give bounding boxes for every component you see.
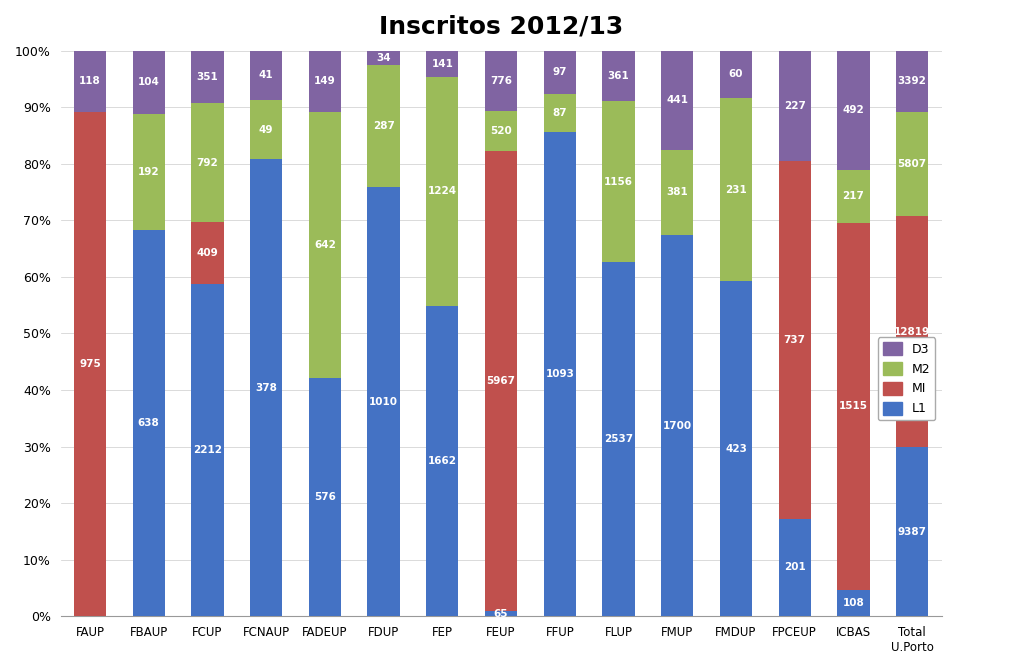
Bar [896, 112, 928, 216]
Bar [133, 230, 165, 616]
Bar [543, 132, 576, 616]
Text: 149: 149 [314, 76, 336, 86]
Text: 576: 576 [314, 492, 336, 502]
Bar [367, 65, 400, 187]
Bar [837, 590, 870, 616]
Text: 201: 201 [784, 563, 805, 573]
Text: 217: 217 [843, 191, 864, 201]
Bar [74, 112, 106, 616]
Text: 104: 104 [138, 77, 160, 87]
Bar [191, 284, 224, 616]
Text: 3392: 3392 [898, 76, 927, 86]
Bar [250, 100, 282, 159]
Text: 361: 361 [608, 71, 629, 81]
Bar [485, 51, 518, 110]
Legend: D3, M2, MI, L1: D3, M2, MI, L1 [878, 337, 935, 420]
Text: 1662: 1662 [428, 456, 457, 466]
Text: 231: 231 [725, 185, 747, 195]
Bar [427, 306, 458, 616]
Text: 492: 492 [843, 105, 864, 115]
Text: 41: 41 [259, 70, 273, 80]
Bar [427, 51, 458, 77]
Bar [896, 447, 928, 616]
Bar [543, 94, 576, 132]
Bar [133, 51, 165, 114]
Text: 65: 65 [494, 609, 508, 619]
Bar [309, 378, 341, 616]
Bar [603, 101, 634, 262]
Bar [779, 51, 811, 161]
Text: 1700: 1700 [663, 421, 692, 431]
Text: 227: 227 [784, 101, 806, 111]
Text: 378: 378 [255, 383, 277, 393]
Text: 1515: 1515 [839, 401, 868, 411]
Bar [485, 611, 518, 616]
Text: 141: 141 [432, 59, 453, 69]
Text: 1156: 1156 [604, 177, 633, 187]
Text: 409: 409 [196, 248, 218, 258]
Text: 60: 60 [728, 70, 744, 80]
Text: 1010: 1010 [369, 397, 398, 407]
Bar [309, 112, 341, 378]
Text: 12819: 12819 [894, 326, 930, 337]
Bar [485, 110, 518, 151]
Bar [720, 51, 752, 98]
Text: 638: 638 [138, 418, 160, 428]
Bar [779, 161, 811, 518]
Bar [133, 114, 165, 230]
Bar [720, 281, 752, 616]
Text: 5967: 5967 [487, 376, 516, 386]
Bar [191, 222, 224, 284]
Text: 118: 118 [79, 76, 101, 86]
Bar [837, 223, 870, 590]
Bar [191, 51, 224, 104]
Text: 9387: 9387 [897, 527, 927, 537]
Bar [603, 51, 634, 101]
Text: 975: 975 [79, 359, 101, 369]
Bar [837, 51, 870, 170]
Bar [720, 98, 752, 281]
Text: 642: 642 [314, 240, 336, 250]
Bar [661, 235, 694, 616]
Bar [74, 51, 106, 112]
Bar [779, 518, 811, 616]
Bar [661, 51, 694, 150]
Bar [603, 262, 634, 616]
Text: 108: 108 [843, 598, 864, 608]
Text: 423: 423 [725, 444, 747, 454]
Text: 287: 287 [372, 121, 395, 131]
Bar [896, 51, 928, 112]
Text: 5807: 5807 [897, 159, 927, 169]
Bar [367, 51, 400, 65]
Text: 2537: 2537 [604, 434, 633, 444]
Text: 1224: 1224 [428, 187, 457, 197]
Bar [427, 77, 458, 306]
Text: 351: 351 [196, 72, 218, 82]
Text: 776: 776 [490, 76, 513, 86]
Text: 192: 192 [138, 167, 160, 177]
Bar [661, 150, 694, 235]
Bar [896, 216, 928, 447]
Text: 97: 97 [552, 67, 567, 77]
Text: 87: 87 [552, 108, 567, 118]
Text: 34: 34 [376, 53, 391, 63]
Text: 792: 792 [196, 158, 218, 168]
Bar [250, 159, 282, 616]
Bar [250, 51, 282, 100]
Bar [543, 51, 576, 94]
Text: 737: 737 [784, 334, 806, 345]
Text: 381: 381 [666, 187, 688, 197]
Bar [485, 151, 518, 611]
Bar [367, 187, 400, 616]
Text: 1093: 1093 [545, 369, 574, 379]
Text: 441: 441 [666, 95, 688, 105]
Bar [309, 51, 341, 112]
Text: 2212: 2212 [193, 445, 222, 455]
Bar [837, 170, 870, 223]
Bar [191, 104, 224, 222]
Text: 520: 520 [490, 126, 512, 136]
Title: Inscritos 2012/13: Inscritos 2012/13 [379, 15, 623, 39]
Text: 49: 49 [259, 125, 273, 135]
